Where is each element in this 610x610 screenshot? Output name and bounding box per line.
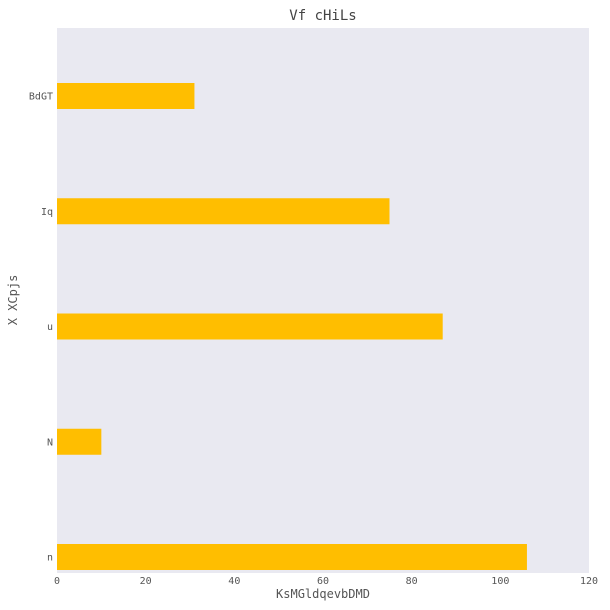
y-tick-label: Iq	[41, 207, 53, 218]
y-tick-label: n	[47, 553, 53, 564]
x-tick-label: 20	[140, 576, 152, 587]
y-tick-label: BdGT	[29, 92, 53, 103]
x-tick-label: 40	[228, 576, 240, 587]
y-tick-label: N	[47, 437, 53, 448]
y-tick-labels: BdGT Iq u Nn	[29, 92, 53, 564]
x-tick-labels: 0 20 40 60 80 100 120	[54, 576, 598, 587]
x-tick-label: 60	[317, 576, 329, 587]
bar-u	[57, 313, 443, 340]
plot-area	[57, 28, 589, 573]
bars-group	[57, 83, 527, 570]
y-tick-label: u	[47, 322, 53, 333]
bar-n	[57, 544, 527, 570]
bar-N	[57, 428, 102, 455]
y-axis-label: X XCpjs	[6, 275, 20, 326]
x-tick-label: 100	[491, 576, 509, 587]
x-tick-label: 120	[580, 576, 598, 587]
x-tick-label: 0	[54, 576, 60, 587]
x-axis-label: KsMGldqevbDMD	[276, 587, 370, 601]
bar-BdGT	[57, 83, 195, 109]
chart-title: Vf cHiLs	[289, 8, 356, 24]
x-tick-label: 80	[406, 576, 418, 587]
bar-Iq	[57, 198, 390, 225]
